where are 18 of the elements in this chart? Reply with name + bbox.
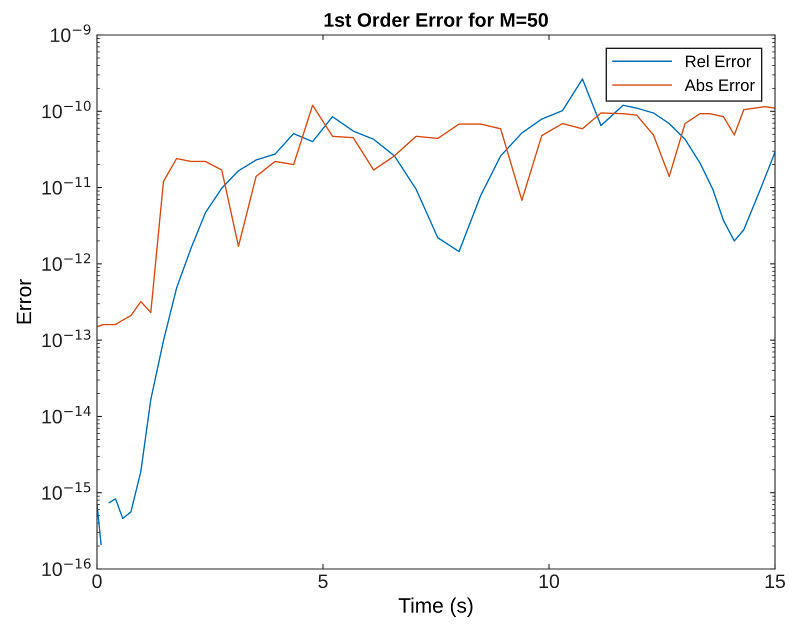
x-tick-label: 0 xyxy=(92,574,102,588)
x-tick-label: 5 xyxy=(318,574,328,588)
x-tick-label: 10 xyxy=(540,574,560,588)
y-tick-label: 10$^{−10}$ xyxy=(42,100,91,118)
y-tick-label: 10$^{−15}$ xyxy=(42,482,90,500)
line-series xyxy=(97,104,775,328)
x-tick-label: 15 xyxy=(766,574,785,588)
y-tick-label: 10$^{−9}$ xyxy=(51,24,90,42)
x-axis-title: Time (s) xyxy=(398,598,473,617)
y-tick-label: 10$^{−16}$ xyxy=(42,558,91,576)
legend-label: Abs Error xyxy=(684,78,755,92)
chart-title: 1st Order Error for M=50 xyxy=(324,12,548,27)
y-axis-title: Error xyxy=(16,279,32,324)
y-tick-label: 10$^{−14}$ xyxy=(42,406,91,424)
y-tick-label: 10$^{−11}$ xyxy=(42,177,90,195)
y-tick-label: 10$^{−12}$ xyxy=(42,253,90,271)
y-tick-label: 10$^{−13}$ xyxy=(42,329,90,348)
legend-label: Rel Error xyxy=(686,55,752,68)
